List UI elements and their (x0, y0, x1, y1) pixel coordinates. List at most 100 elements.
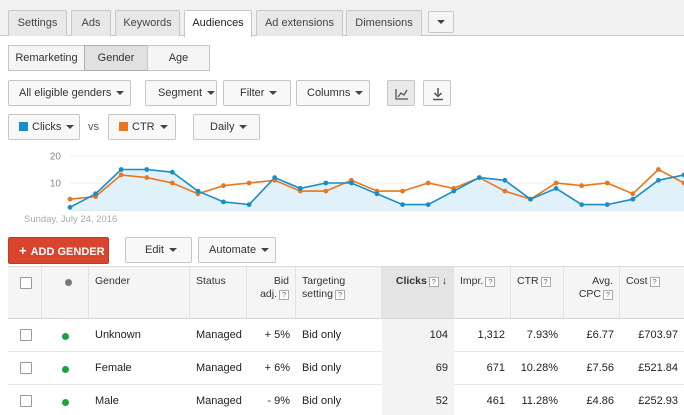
data-point-clicks[interactable] (169, 169, 175, 175)
data-point-clicks[interactable] (425, 202, 431, 207)
header-bid-adj[interactable]: Bid adj.? (247, 267, 296, 319)
chart-toggle-button[interactable] (387, 80, 415, 106)
edit-dropdown[interactable]: Edit (125, 237, 192, 263)
chevron-down-icon (159, 125, 168, 130)
header-ctr[interactable]: CTR? (511, 267, 564, 319)
row-checkbox[interactable] (20, 362, 32, 374)
row-checkbox[interactable] (20, 329, 32, 341)
data-point-ctr[interactable] (118, 172, 124, 178)
tab-dimensions[interactable]: Dimensions (346, 10, 422, 36)
row-checkbox[interactable] (20, 395, 32, 407)
data-point-clicks[interactable] (374, 191, 380, 197)
data-point-clicks[interactable] (323, 180, 329, 186)
subtab-age[interactable]: Age (147, 45, 210, 71)
data-point-clicks[interactable] (502, 177, 508, 183)
metric2-dropdown[interactable]: CTR (108, 114, 176, 140)
data-point-clicks[interactable] (476, 175, 482, 180)
header-impr[interactable]: Impr.? (454, 267, 511, 319)
table-row: Male Managed - 9% Bid only 52 461 11.28%… (8, 385, 684, 415)
header-select-all (8, 267, 42, 319)
data-point-clicks[interactable] (297, 186, 303, 191)
help-icon[interactable]: ? (649, 277, 660, 287)
data-point-clicks[interactable] (246, 202, 252, 207)
help-icon[interactable]: ? (485, 277, 496, 287)
data-point-ctr[interactable] (604, 180, 610, 186)
data-point-ctr[interactable] (246, 180, 252, 186)
tab-ad-extensions[interactable]: Ad extensions (256, 10, 343, 36)
data-point-ctr[interactable] (502, 188, 508, 194)
header-cost[interactable]: Cost? (620, 267, 684, 319)
data-point-clicks[interactable] (630, 196, 636, 202)
header-avg-cpc[interactable]: Avg. CPC? (564, 267, 620, 319)
header-status[interactable]: Status (190, 267, 247, 319)
header-clicks[interactable]: Clicks? ↓ (382, 267, 454, 319)
data-point-clicks[interactable] (118, 167, 124, 172)
select-all-checkbox[interactable] (20, 277, 32, 289)
line-chart-icon (395, 89, 408, 100)
data-point-ctr[interactable] (579, 183, 585, 189)
help-icon[interactable]: ? (279, 290, 289, 300)
data-point-ctr[interactable] (169, 180, 175, 186)
cell-ctr: 7.93% (526, 329, 558, 341)
tab-ads[interactable]: Ads (71, 10, 111, 36)
cell-impr: 1,312 (477, 329, 505, 341)
data-point-clicks[interactable] (67, 204, 73, 210)
period-label: Daily (210, 121, 235, 133)
data-point-ctr[interactable] (656, 167, 661, 172)
header-gender[interactable]: Gender (89, 267, 190, 319)
data-point-clicks[interactable] (579, 202, 585, 207)
data-point-clicks[interactable] (144, 167, 150, 172)
cell-targeting: Bid only (302, 395, 342, 407)
data-point-ctr[interactable] (221, 183, 226, 189)
enabled-status-icon (62, 366, 69, 373)
filter-dropdown[interactable]: Filter (223, 80, 291, 106)
tab-keywords[interactable]: Keywords (115, 10, 180, 36)
data-point-clicks[interactable] (93, 191, 98, 197)
data-point-ctr[interactable] (400, 188, 405, 194)
data-point-ctr[interactable] (553, 180, 559, 186)
download-button[interactable] (423, 80, 451, 106)
header-targeting[interactable]: Targeting setting? (296, 267, 382, 319)
data-point-clicks[interactable] (604, 202, 610, 207)
help-icon[interactable]: ? (428, 277, 439, 287)
data-point-clicks[interactable] (400, 202, 405, 207)
add-gender-button[interactable]: + ADD GENDER (8, 237, 109, 264)
more-tabs-button[interactable] (428, 11, 454, 33)
data-point-ctr[interactable] (323, 188, 329, 194)
subtab-gender[interactable]: Gender (84, 45, 148, 71)
cell-bid-adj[interactable]: + 6% (264, 362, 290, 374)
columns-dropdown[interactable]: Columns (296, 80, 370, 106)
cell-bid-adj[interactable]: + 5% (264, 329, 290, 341)
data-point-clicks[interactable] (656, 177, 661, 183)
data-point-ctr[interactable] (630, 191, 636, 197)
data-point-ctr[interactable] (425, 180, 431, 186)
period-dropdown[interactable]: Daily (193, 114, 260, 140)
help-icon[interactable]: ? (603, 290, 613, 300)
data-point-clicks[interactable] (553, 186, 559, 191)
tab-audiences[interactable]: Audiences (184, 10, 252, 37)
eligible-genders-dropdown[interactable]: All eligible genders (8, 80, 131, 106)
data-point-ctr[interactable] (67, 196, 73, 202)
tab-settings[interactable]: Settings (8, 10, 67, 36)
header-gender-label: Gender (95, 275, 131, 287)
data-point-clicks[interactable] (349, 180, 354, 186)
data-point-clicks[interactable] (272, 175, 278, 180)
eligible-genders-label: All eligible genders (19, 87, 112, 99)
data-point-clicks[interactable] (221, 199, 226, 205)
data-point-clicks[interactable] (681, 172, 684, 178)
automate-dropdown[interactable]: Automate (198, 237, 276, 263)
cell-bid-adj[interactable]: - 9% (267, 395, 290, 407)
cell-targeting: Bid only (302, 362, 342, 374)
help-icon[interactable]: ? (334, 290, 345, 300)
data-point-clicks[interactable] (451, 188, 457, 194)
segment-dropdown[interactable]: Segment (145, 80, 217, 106)
subtab-remarketing[interactable]: Remarketing (8, 45, 85, 71)
data-point-clicks[interactable] (195, 188, 201, 194)
data-point-clicks[interactable] (528, 196, 533, 202)
data-point-ctr[interactable] (144, 175, 150, 180)
data-point-ctr[interactable] (681, 180, 684, 186)
help-icon[interactable]: ? (540, 277, 551, 287)
header-impr-label: Impr. (460, 275, 484, 287)
gender-table: Gender Status Bid adj.? Targeting setting?… (8, 266, 684, 415)
metric1-dropdown[interactable]: Clicks (8, 114, 80, 140)
